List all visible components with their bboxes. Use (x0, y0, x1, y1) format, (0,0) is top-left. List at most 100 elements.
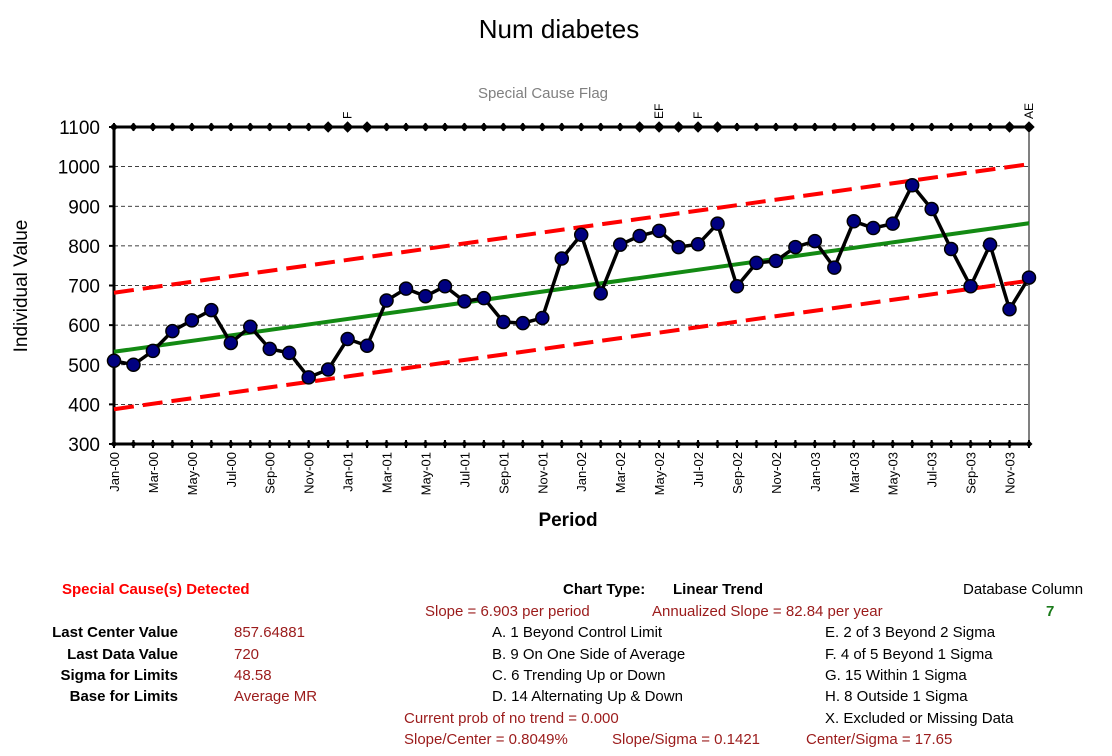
x-axis-marker-Nov-00 (305, 440, 313, 448)
flag-marker-Nov-01 (538, 122, 547, 132)
stat-value-last-center: 857.64881 (234, 624, 305, 641)
data-point-Feb-02 (593, 286, 608, 301)
data-point-Jun-01 (437, 279, 453, 294)
x-axis-marker-Feb-03 (830, 440, 838, 448)
x-tick-label-Jul-00: Jul-00 (224, 452, 239, 487)
x-axis-label: Period (538, 510, 597, 531)
flag-marker-Sep-02 (732, 122, 742, 132)
x-tick-label-Nov-01: Nov-01 (535, 452, 550, 494)
x-axis-marker-Mar-03 (850, 440, 858, 448)
data-point-Apr-01 (398, 281, 414, 296)
flag-marker-Apr-02 (633, 121, 646, 133)
flag-marker-May-02 (653, 121, 665, 133)
x-tick-label-Jul-02: Jul-02 (691, 452, 706, 487)
x-tick-label-May-01: May-01 (418, 452, 433, 495)
x-tick-label-Jan-00: Jan-00 (107, 452, 122, 492)
annualized-slope-text: Annualized Slope = 82.84 per year (652, 603, 883, 620)
flag-label-Jan-01: F (341, 112, 355, 119)
stat-value-base: Average MR (234, 688, 318, 705)
flag-marker-Dec-03 (1023, 121, 1035, 133)
x-axis-marker-Sep-01 (499, 440, 507, 448)
x-tick-label-Mar-02: Mar-02 (613, 452, 628, 493)
x-axis-marker-Mar-01 (383, 440, 391, 448)
data-point-May-00 (184, 313, 200, 328)
flag-marker-Jul-02 (692, 121, 704, 133)
x-tick-label-Jul-03: Jul-03 (925, 452, 940, 487)
x-axis-marker-Apr-02 (636, 440, 644, 448)
flag-marker-May-01 (421, 122, 430, 132)
flag-marker-Mar-03 (849, 122, 858, 132)
data-point-Jul-02 (690, 237, 706, 252)
flag-marker-Nov-00 (304, 122, 313, 132)
flag-marker-Jun-02 (672, 121, 685, 133)
data-point-Aug-03 (943, 241, 959, 257)
chart-type-label: Chart Type: (563, 581, 646, 598)
y-tick-label-700: 700 (68, 277, 100, 298)
data-point-Aug-00 (243, 319, 258, 334)
x-tick-label-Nov-00: Nov-00 (302, 452, 317, 494)
data-point-Mar-03 (846, 214, 862, 229)
x-tick-label-Sep-00: Sep-00 (263, 452, 278, 494)
chart-type-value: Linear Trend (673, 581, 764, 598)
flag-marker-Mar-02 (615, 122, 625, 132)
stat-value-last-data: 720 (234, 646, 260, 663)
rule-e: E. 2 of 3 Beyond 2 Sigma (825, 624, 996, 641)
x-axis-marker-Jun-02 (675, 440, 683, 448)
x-axis-marker-May-03 (889, 440, 897, 448)
data-point-Feb-00 (126, 357, 141, 372)
flag-marker-Feb-01 (361, 121, 373, 133)
control-chart: Num diabetes Special Cause Flag 300 400 500 6… (11, 14, 1037, 531)
flag-marker-Oct-00 (285, 122, 294, 132)
y-tick-label-900: 900 (68, 197, 100, 218)
flag-marker-Jul-01 (460, 122, 469, 132)
rule-d: D. 14 Alternating Up & Down (492, 688, 683, 705)
data-markers (106, 121, 1037, 448)
rule-c: C. 6 Trending Up or Down (492, 667, 666, 684)
flag-marker-Jul-00 (226, 122, 236, 132)
data-point-Sep-01 (496, 314, 511, 330)
flag-marker-Mar-00 (148, 122, 158, 132)
data-point-Jun-03 (904, 177, 920, 193)
y-tick-label-500: 500 (68, 356, 100, 377)
flag-marker-Sep-01 (499, 122, 508, 132)
data-point-May-03 (885, 216, 900, 231)
rule-h: H. 8 Outside 1 Sigma (825, 688, 968, 705)
rule-x: X. Excluded or Missing Data (825, 710, 1014, 727)
x-axis-marker-Sep-02 (733, 440, 741, 448)
y-tick-label-300: 300 (68, 435, 100, 456)
y-tick-label-1100: 1100 (59, 118, 100, 139)
data-point-Oct-00 (281, 345, 297, 361)
x-axis-marker-Sep-00 (266, 440, 274, 448)
x-axis-marker-Oct-00 (285, 440, 293, 448)
x-axis-marker-Oct-03 (986, 440, 994, 448)
flag-marker-May-03 (888, 122, 897, 132)
x-axis-marker-Dec-02 (791, 440, 799, 448)
y-axis-label: Individual Value (11, 220, 32, 353)
slope-sigma-text: Slope/Sigma = 0.1421 (612, 731, 761, 748)
x-axis-marker-Dec-00 (324, 440, 332, 448)
data-point-Aug-02 (710, 216, 725, 231)
x-tick-label-May-02: May-02 (652, 452, 667, 495)
x-axis-marker-Apr-00 (168, 440, 176, 448)
x-tick-label-Mar-00: Mar-00 (146, 452, 161, 493)
flag-marker-Dec-02 (791, 122, 800, 132)
x-tick-label-Sep-01: Sep-01 (496, 452, 511, 494)
x-axis-marker-May-02 (655, 440, 663, 448)
x-axis-marker-Dec-03 (1025, 440, 1033, 448)
data-point-Aug-01 (476, 290, 492, 306)
x-axis-marker-Mar-00 (149, 440, 157, 448)
flag-label-Jul-02: F (691, 112, 705, 119)
x-tick-label-Mar-03: Mar-03 (847, 452, 862, 493)
x-axis-marker-Aug-02 (714, 440, 722, 448)
x-axis-marker-Feb-00 (129, 440, 137, 448)
x-tick-label-Sep-02: Sep-02 (730, 452, 745, 494)
flag-marker-Sep-03 (966, 122, 975, 132)
x-axis-marker-Jan-02 (577, 440, 585, 448)
data-point-May-01 (418, 288, 433, 304)
stat-label-last-center: Last Center Value (52, 624, 178, 641)
x-axis-marker-Apr-03 (869, 440, 877, 448)
flag-marker-Aug-03 (946, 122, 956, 132)
data-point-Mar-02 (612, 237, 628, 252)
flag-marker-Dec-01 (557, 122, 566, 132)
upper-control-limit (113, 162, 1030, 295)
